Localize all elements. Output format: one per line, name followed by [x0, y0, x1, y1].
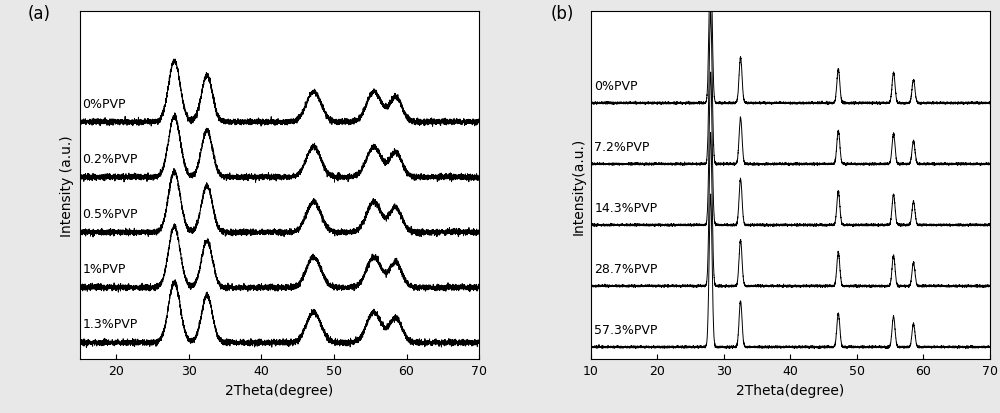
- Text: 57.3%PVP: 57.3%PVP: [594, 323, 658, 336]
- Text: 14.3%PVP: 14.3%PVP: [594, 202, 657, 214]
- Text: 0%PVP: 0%PVP: [82, 97, 126, 110]
- Text: (a): (a): [28, 5, 51, 24]
- Text: (b): (b): [551, 5, 574, 24]
- Text: 7.2%PVP: 7.2%PVP: [594, 140, 650, 154]
- Y-axis label: Intensity(a.u.): Intensity(a.u.): [571, 138, 585, 234]
- Text: 1%PVP: 1%PVP: [82, 263, 126, 275]
- Text: 0.2%PVP: 0.2%PVP: [82, 152, 138, 166]
- X-axis label: 2Theta(degree): 2Theta(degree): [736, 383, 845, 396]
- Text: 0%PVP: 0%PVP: [594, 80, 638, 93]
- Text: 0.5%PVP: 0.5%PVP: [82, 208, 138, 221]
- Text: 1.3%PVP: 1.3%PVP: [82, 318, 137, 331]
- X-axis label: 2Theta(degree): 2Theta(degree): [225, 383, 334, 396]
- Text: 28.7%PVP: 28.7%PVP: [594, 262, 658, 275]
- Y-axis label: Intensity (a.u.): Intensity (a.u.): [60, 135, 74, 237]
